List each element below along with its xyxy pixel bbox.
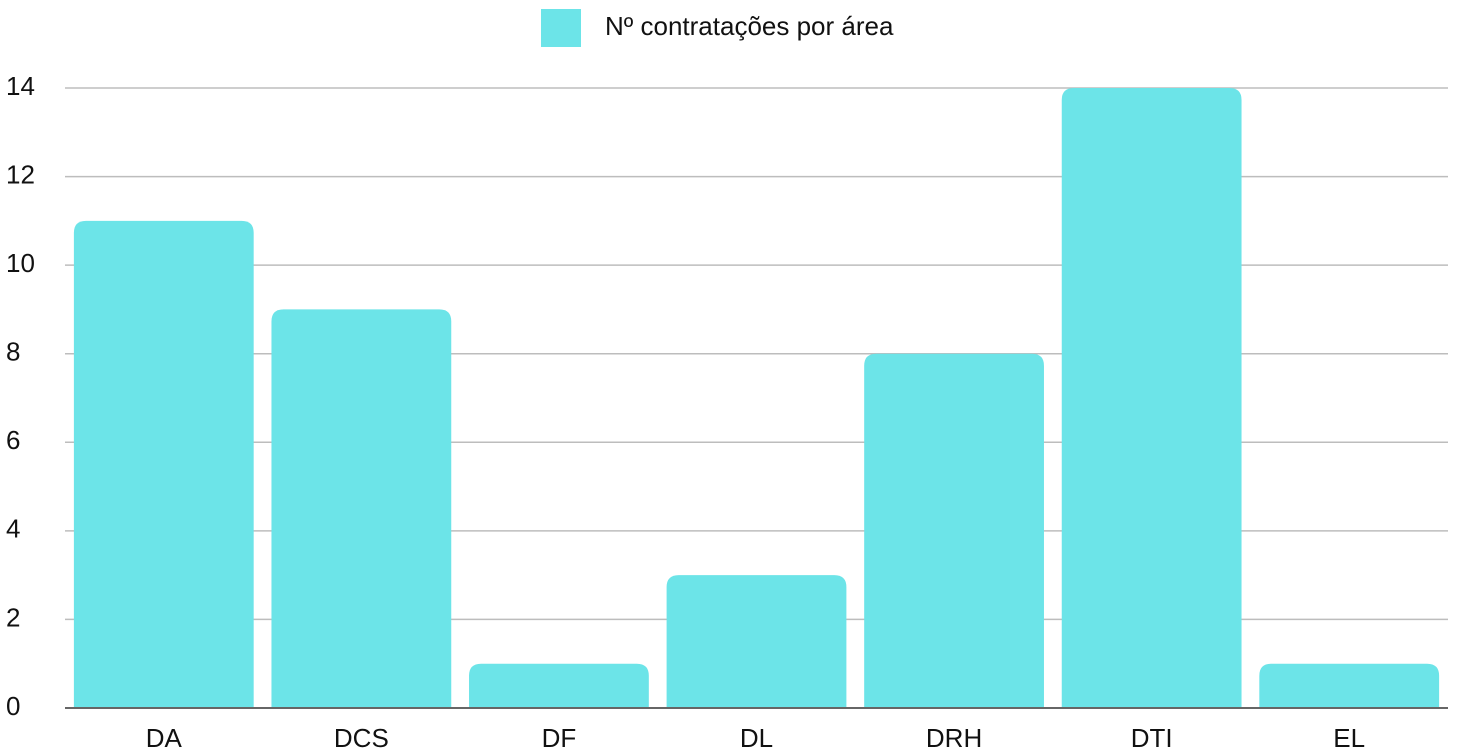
bar (73, 220, 254, 708)
x-tick-label: DTI (1131, 723, 1173, 753)
x-tick-label: DL (740, 723, 773, 753)
x-tick-label: DA (146, 723, 183, 753)
y-tick-label: 0 (6, 691, 20, 721)
y-tick-label: 2 (6, 602, 20, 632)
y-tick-label: 14 (6, 71, 35, 101)
x-tick-label: DRH (926, 723, 982, 753)
y-tick-label: 6 (6, 425, 20, 455)
y-tick-label: 12 (6, 159, 35, 189)
x-tick-label: EL (1333, 723, 1365, 753)
legend-swatch (541, 9, 581, 47)
bar (1259, 663, 1440, 708)
x-tick-label: DCS (334, 723, 389, 753)
y-tick-label: 10 (6, 248, 35, 278)
bar (1061, 88, 1242, 708)
bar (469, 663, 649, 708)
y-tick-label: 4 (6, 514, 20, 544)
bar (271, 309, 452, 708)
legend-label: Nº contratações por área (605, 11, 894, 41)
y-tick-label: 8 (6, 337, 20, 367)
x-tick-label: DF (542, 723, 577, 753)
bar (864, 353, 1044, 708)
bar (666, 575, 847, 708)
